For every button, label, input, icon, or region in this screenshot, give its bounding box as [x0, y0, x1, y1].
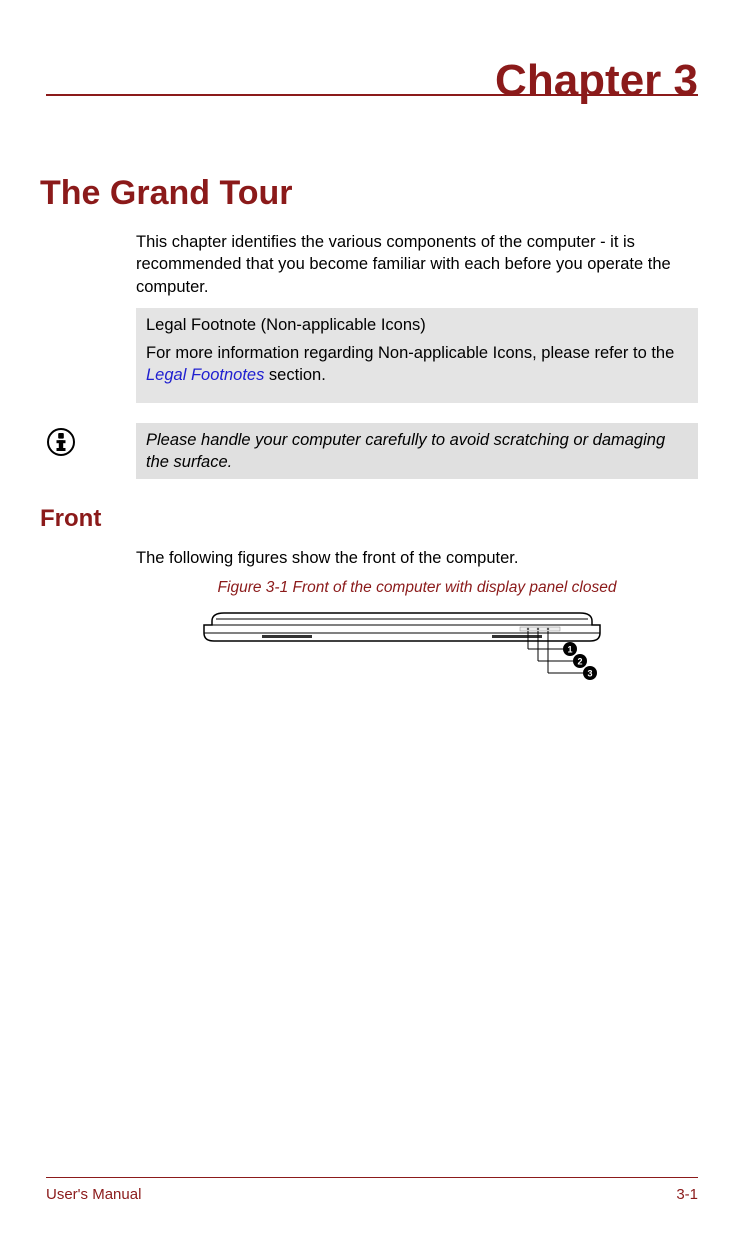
legal-footnote-box: Legal Footnote (Non-applicable Icons) Fo…: [136, 308, 698, 403]
callout-text: Please handle your computer carefully to…: [146, 429, 688, 474]
footer-left: User's Manual: [46, 1186, 141, 1203]
grand-tour-content: This chapter identifies the various comp…: [136, 231, 698, 403]
note-body-pre: For more information regarding Non-appli…: [146, 344, 674, 362]
footer-rule: [46, 1177, 698, 1179]
section-heading-front: Front: [40, 505, 698, 533]
front-intro: The following figures show the front of …: [136, 547, 698, 569]
intro-paragraph: This chapter identifies the various comp…: [136, 231, 698, 298]
footer-right: 3-1: [676, 1186, 698, 1203]
front-content: The following figures show the front of …: [136, 547, 698, 695]
legal-footnotes-link[interactable]: Legal Footnotes: [146, 366, 264, 384]
handle-care-callout: Please handle your computer carefully to…: [136, 423, 698, 480]
callout-1: 1: [567, 645, 572, 655]
chapter-title: Chapter 3: [46, 56, 698, 106]
page-footer: User's Manual 3-1: [46, 1177, 698, 1204]
section-heading-grand-tour: The Grand Tour: [40, 174, 698, 213]
top-rule: [46, 94, 698, 96]
laptop-front-illustration: 1 2 3: [202, 605, 632, 695]
note-body: For more information regarding Non-appli…: [146, 342, 688, 387]
figure-3-1: 1 2 3: [136, 605, 698, 695]
callout-2: 2: [577, 657, 582, 667]
figure-caption: Figure 3-1 Front of the computer with di…: [136, 579, 698, 597]
info-callout-row: Please handle your computer carefully to…: [46, 423, 698, 480]
callout-3: 3: [587, 669, 592, 679]
note-body-post: section.: [264, 366, 325, 384]
note-title: Legal Footnote (Non-applicable Icons): [146, 314, 688, 336]
info-icon: [46, 427, 76, 457]
